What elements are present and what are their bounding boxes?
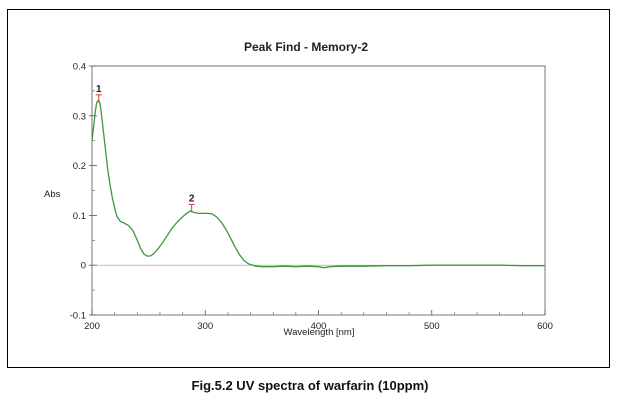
x-tick-label: 400 (311, 321, 327, 332)
x-tick-label: 600 (537, 321, 553, 332)
figure-frame: Peak Find - Memory-2 -0.1 0 0.1 0.2 0.3 0.4 20… (7, 9, 610, 368)
y-tick-label: 0.1 (73, 211, 86, 222)
y-tick-label: 0.2 (73, 161, 86, 172)
x-tick-label: 300 (197, 321, 213, 332)
peak-label: 1 (96, 84, 102, 95)
y-tick-label: 0.4 (73, 62, 86, 73)
y-tick-label: 0 (81, 261, 86, 272)
peak-label: 2 (189, 193, 195, 204)
spectrum-line (91, 100, 545, 269)
y-tick-label: -0.1 (70, 311, 86, 322)
y-axis-label: Abs (44, 189, 61, 200)
plot-area: -0.1 0 0.1 0.2 0.3 0.4 200 300 400 500 600 1 2 (70, 62, 553, 333)
x-tick-label: 500 (424, 321, 440, 332)
figure-caption: Fig.5.2 UV spectra of warfarin (10ppm) (191, 378, 429, 393)
chart-title: Peak Find - Memory-2 (244, 40, 368, 54)
x-axis-label: Wavelength [nm] (284, 327, 355, 338)
uv-spectrum-chart: Peak Find - Memory-2 -0.1 0 0.1 0.2 0.3 0.4 20… (44, 40, 553, 338)
y-tick-label: 0.3 (73, 111, 86, 122)
plot-border (91, 65, 546, 316)
x-tick-label: 200 (84, 321, 100, 332)
